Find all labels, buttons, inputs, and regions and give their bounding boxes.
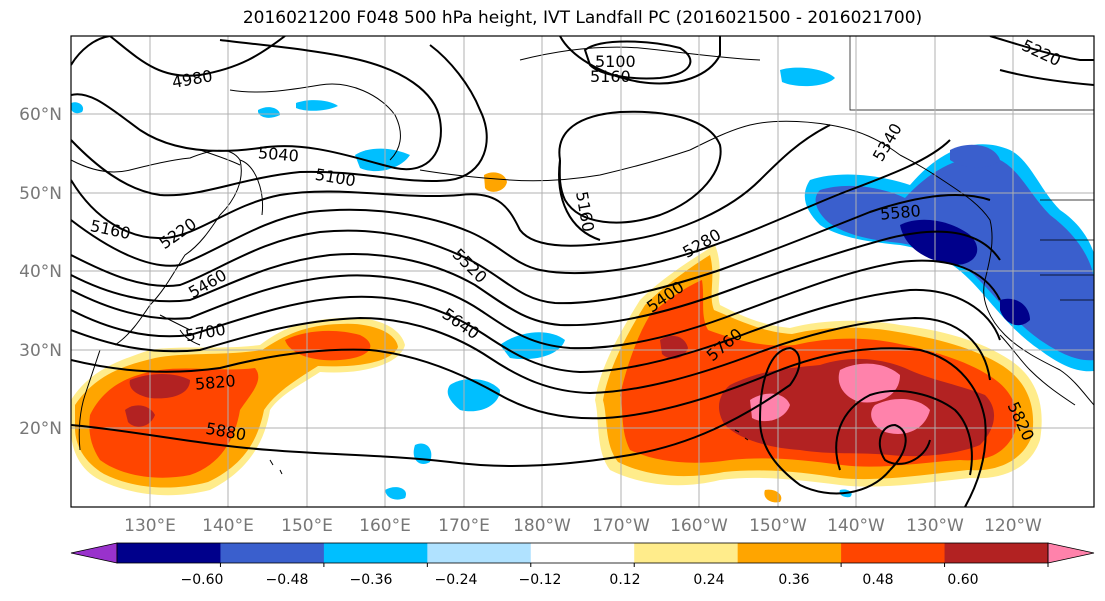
colorbar-segment — [944, 543, 1049, 563]
lon-label: 170°W — [592, 516, 650, 536]
colorbar-tick-label: 0.24 — [693, 572, 724, 588]
contour-label: 5700 — [184, 320, 227, 346]
colorbar-tick-label: −0.12 — [519, 572, 562, 588]
contour-label: 5040 — [257, 143, 299, 165]
colorbar-segment — [634, 543, 739, 563]
lat-label: 30°N — [19, 341, 62, 361]
map-frame — [70, 35, 1095, 508]
colorbar-segment — [220, 543, 325, 563]
colorbar-frame — [116, 542, 1049, 564]
contour-label: 5160 — [89, 216, 133, 243]
colorbar-segment — [117, 543, 221, 563]
positive-anomaly-east — [595, 245, 1042, 503]
contour-label: 5160 — [572, 190, 598, 233]
lat-label: 40°N — [19, 262, 62, 282]
lon-label: 130°W — [906, 516, 964, 536]
positive-anomaly-small — [484, 172, 507, 192]
colorbar-extend-min — [70, 542, 118, 564]
positive-anomaly-west — [71, 317, 405, 496]
contour-label: 5820 — [194, 371, 236, 393]
lon-label: 160°W — [670, 516, 728, 536]
colorbar — [70, 542, 1095, 567]
colorbar-segment — [530, 543, 635, 563]
colorbar-tick-label: 0.36 — [778, 572, 809, 588]
map-title: 2016021200 F048 500 hPa height, IVT Land… — [242, 8, 923, 28]
contour-label: 5640 — [439, 304, 483, 343]
lon-label: 120°W — [984, 516, 1042, 536]
lon-label: 130°E — [124, 516, 176, 536]
colorbar-extend-max — [1047, 542, 1095, 564]
colorbar-tick-label: 0.12 — [609, 572, 640, 588]
lon-label: 150°E — [281, 516, 333, 536]
colorbar-tick-label: −0.60 — [181, 572, 224, 588]
colorbar-tick-label: −0.24 — [435, 572, 478, 588]
height-contours — [71, 36, 1094, 507]
contour-label: 5100 — [314, 165, 357, 191]
colorbar-tick-label: −0.48 — [266, 572, 309, 588]
colorbar-tick-label: 0.60 — [947, 572, 978, 588]
lon-label: 170°E — [438, 516, 490, 536]
contour-label: 5340 — [869, 120, 906, 165]
map-area: 4980 5040 5100 5160 5160 5160 5220 5220 … — [71, 36, 1094, 507]
contour-label: 5220 — [1019, 36, 1064, 70]
colorbar-tick-label: −0.36 — [350, 572, 393, 588]
contour-label: 5220 — [156, 214, 200, 253]
contour-label: 5580 — [879, 201, 921, 223]
lat-label: 50°N — [19, 184, 62, 204]
colorbar-segment — [841, 543, 946, 563]
lat-label: 20°N — [19, 419, 62, 439]
contour-label: 5520 — [449, 245, 491, 287]
contour-label: 5160 — [590, 67, 631, 86]
colorbar-segment — [427, 543, 532, 563]
longitude-labels: 130°E 140°E 150°E 160°E 170°E 180°W 170°… — [124, 516, 1042, 536]
lon-label: 160°E — [359, 516, 411, 536]
contour-label: 5100 — [595, 52, 636, 71]
colorbar-segment — [737, 543, 842, 563]
lon-label: 140°W — [827, 516, 885, 536]
lon-label: 150°W — [749, 516, 807, 536]
contour-label: 4980 — [171, 66, 214, 92]
colorbar-tick-labels: −0.60 −0.48 −0.36 −0.24 −0.12 0.12 0.24 … — [181, 572, 979, 588]
lon-label: 180°W — [513, 516, 571, 536]
colorbar-segment — [323, 543, 428, 563]
lon-label: 140°E — [202, 516, 254, 536]
lat-label: 60°N — [19, 105, 62, 125]
colorbar-tick-label: 0.48 — [862, 572, 893, 588]
latitude-labels: 60°N 50°N 40°N 30°N 20°N — [19, 105, 62, 439]
